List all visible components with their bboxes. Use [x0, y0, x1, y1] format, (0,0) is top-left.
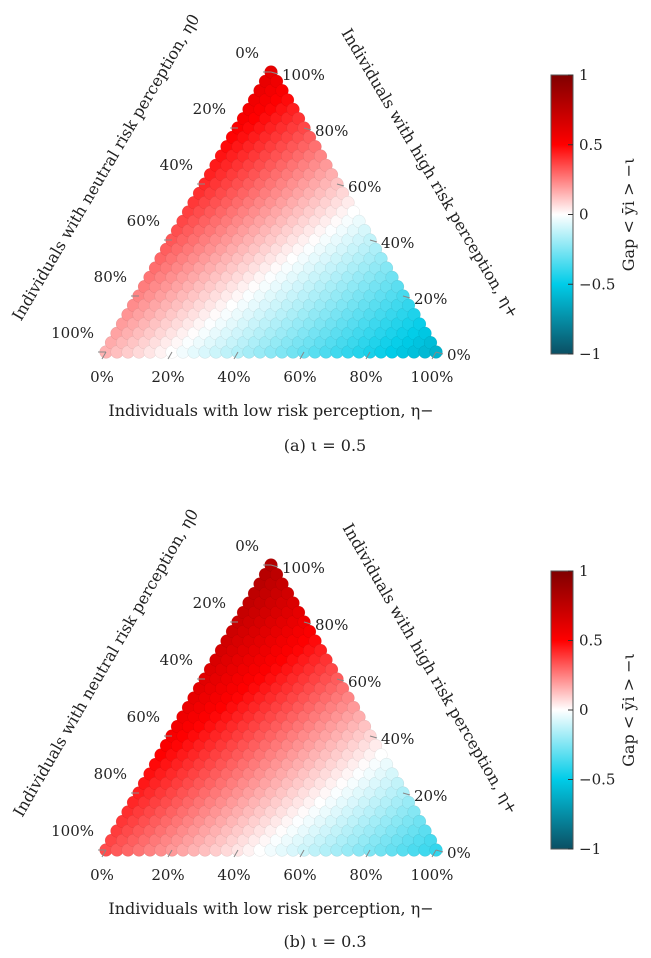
bottom-tick-mark	[167, 351, 173, 360]
ternary-panel-a: 0% 20% 40% 60% 80% 100%Individuals with low r…	[8, 11, 638, 455]
colorbar-tick-label: −0.5	[579, 771, 615, 789]
right-tick-mark	[402, 295, 411, 299]
heatmap-cells	[99, 558, 443, 857]
bottom-tick-label: 40%	[217, 368, 250, 386]
bottom-tick-mark	[431, 351, 437, 360]
bottom-tick-label: 80%	[349, 866, 382, 884]
bottom-axis: 0% 20% 40% 60% 80% 100% Individuals with low r…	[90, 351, 454, 420]
right-tick-mark	[369, 239, 378, 243]
colorbar-tick-label: 0	[579, 701, 589, 719]
right-tick-label: 0%	[447, 844, 471, 862]
right-tick-label: 100%	[282, 559, 325, 577]
right-tick-mark	[270, 71, 279, 75]
bottom-tick-label: 20%	[151, 866, 184, 884]
colorbar-title: Gap < ȳi > −ι	[619, 158, 638, 272]
right-tick-label: 20%	[414, 290, 447, 308]
bottom-tick-mark	[233, 351, 239, 360]
left-tick-label: 60%	[127, 212, 160, 230]
right-tick-label: 40%	[381, 234, 414, 252]
left-tick-label: 40%	[160, 156, 193, 174]
left-tick-label: 80%	[94, 268, 127, 286]
right-tick-mark	[369, 735, 378, 739]
bottom-tick-label: 20%	[151, 368, 184, 386]
right-tick-label: 60%	[348, 673, 381, 691]
right-tick-mark	[303, 621, 312, 625]
heatmap-cells	[99, 65, 443, 359]
bottom-tick-label: 40%	[217, 866, 250, 884]
right-tick-label: 100%	[282, 66, 325, 84]
colorbar-tick-label: −0.5	[579, 275, 615, 293]
right-tick-label: 80%	[315, 616, 348, 634]
bottom-axis-title: Individuals with low risk perception, η−	[108, 401, 433, 420]
left-tick-label: 20%	[193, 594, 226, 612]
bottom-tick-label: 60%	[283, 368, 316, 386]
right-tick-mark	[402, 792, 411, 796]
left-tick-label: 0%	[235, 537, 259, 555]
bottom-tick-mark	[167, 849, 173, 858]
panel-caption: (b) ι = 0.3	[283, 932, 366, 951]
panel-caption: (a) ι = 0.5	[284, 436, 366, 455]
right-tick-mark	[336, 183, 345, 187]
right-tick-mark	[270, 564, 279, 568]
ternary-panel-b: 0% 20% 40% 60% 80% 100%Individuals with low r…	[9, 506, 638, 951]
colorbar-tick-label: 1	[579, 562, 589, 580]
left-tick-label: 100%	[51, 822, 94, 840]
bottom-axis-title: Individuals with low risk perception, η−	[108, 899, 433, 918]
bottom-tick-label: 60%	[283, 866, 316, 884]
right-tick-label: 60%	[348, 178, 381, 196]
right-tick-mark	[435, 351, 444, 355]
colorbar-tick-label: 1	[579, 66, 589, 84]
colorbar-tick-label: 0.5	[579, 632, 603, 650]
right-tick-mark	[336, 678, 345, 682]
right-tick-label: 80%	[315, 122, 348, 140]
colorbar-tick-label: 0	[579, 206, 589, 224]
bottom-axis: 0% 20% 40% 60% 80% 100% Individuals with low r…	[90, 849, 454, 918]
bottom-tick-mark	[365, 351, 371, 360]
right-tick-mark	[435, 849, 444, 853]
left-tick-label: 0%	[235, 44, 259, 62]
right-tick-label: 0%	[447, 346, 471, 364]
bottom-tick-mark	[299, 849, 305, 858]
left-tick-label: 100%	[51, 324, 94, 342]
bottom-tick-mark	[101, 351, 107, 360]
bottom-tick-label: 100%	[411, 866, 454, 884]
bottom-tick-label: 0%	[90, 866, 114, 884]
left-tick-label: 20%	[193, 100, 226, 118]
bottom-tick-mark	[233, 849, 239, 858]
bottom-tick-mark	[431, 849, 437, 858]
bottom-tick-label: 100%	[411, 368, 454, 386]
colorbar-title: Gap < ȳi > −ι	[619, 653, 638, 767]
right-tick-mark	[303, 127, 312, 131]
bottom-tick-label: 80%	[349, 368, 382, 386]
colorbar: 1 0.5 0 −0.5 −1 Gap < ȳi > −ι	[550, 562, 638, 858]
bottom-tick-label: 0%	[90, 368, 114, 386]
left-tick-label: 80%	[94, 765, 127, 783]
bottom-tick-mark	[299, 351, 305, 360]
colorbar: 1 0.5 0 −0.5 −1 Gap < ȳi > −ι	[550, 66, 638, 363]
right-tick-label: 40%	[381, 730, 414, 748]
colorbar-tick-label: 0.5	[579, 136, 603, 154]
right-tick-label: 20%	[414, 787, 447, 805]
bottom-tick-mark	[101, 849, 107, 858]
left-tick-label: 40%	[160, 651, 193, 669]
colorbar-tick-label: −1	[579, 345, 601, 363]
bottom-tick-mark	[365, 849, 371, 858]
colorbar-tick-label: −1	[579, 840, 601, 858]
left-tick-label: 60%	[127, 708, 160, 726]
